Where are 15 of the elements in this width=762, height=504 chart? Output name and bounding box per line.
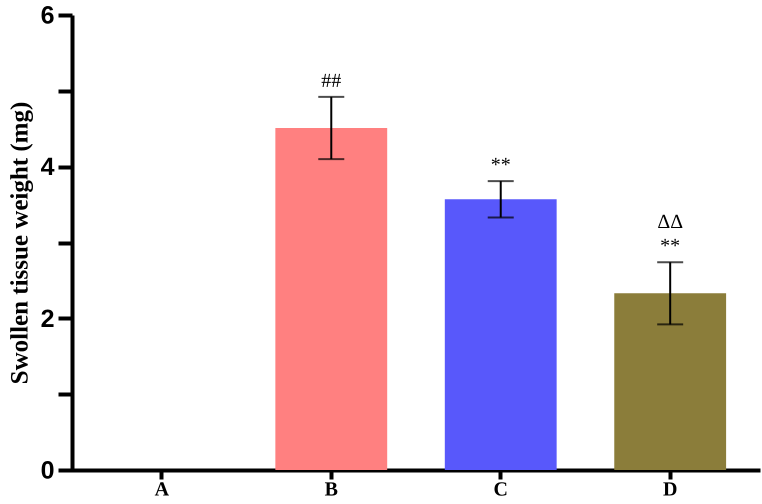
y-tick-label: 2 — [40, 304, 54, 333]
bar — [275, 128, 388, 470]
y-tick-label: 0 — [40, 456, 54, 484]
annotation: ** — [490, 154, 511, 176]
y-axis-title: Swollen tissue weight (mg) — [6, 102, 34, 384]
annotation: ΔΔ ** — [657, 211, 684, 258]
x-tick-label: C — [494, 478, 508, 500]
x-tick-label: A — [154, 478, 170, 500]
x-tick-label: D — [662, 478, 678, 500]
bar — [444, 199, 557, 470]
y-tick-label: 6 — [40, 2, 54, 30]
annotation: ## — [321, 70, 342, 92]
x-tick-label: B — [324, 478, 338, 500]
y-tick-label: 4 — [40, 153, 55, 182]
bar — [614, 293, 726, 470]
